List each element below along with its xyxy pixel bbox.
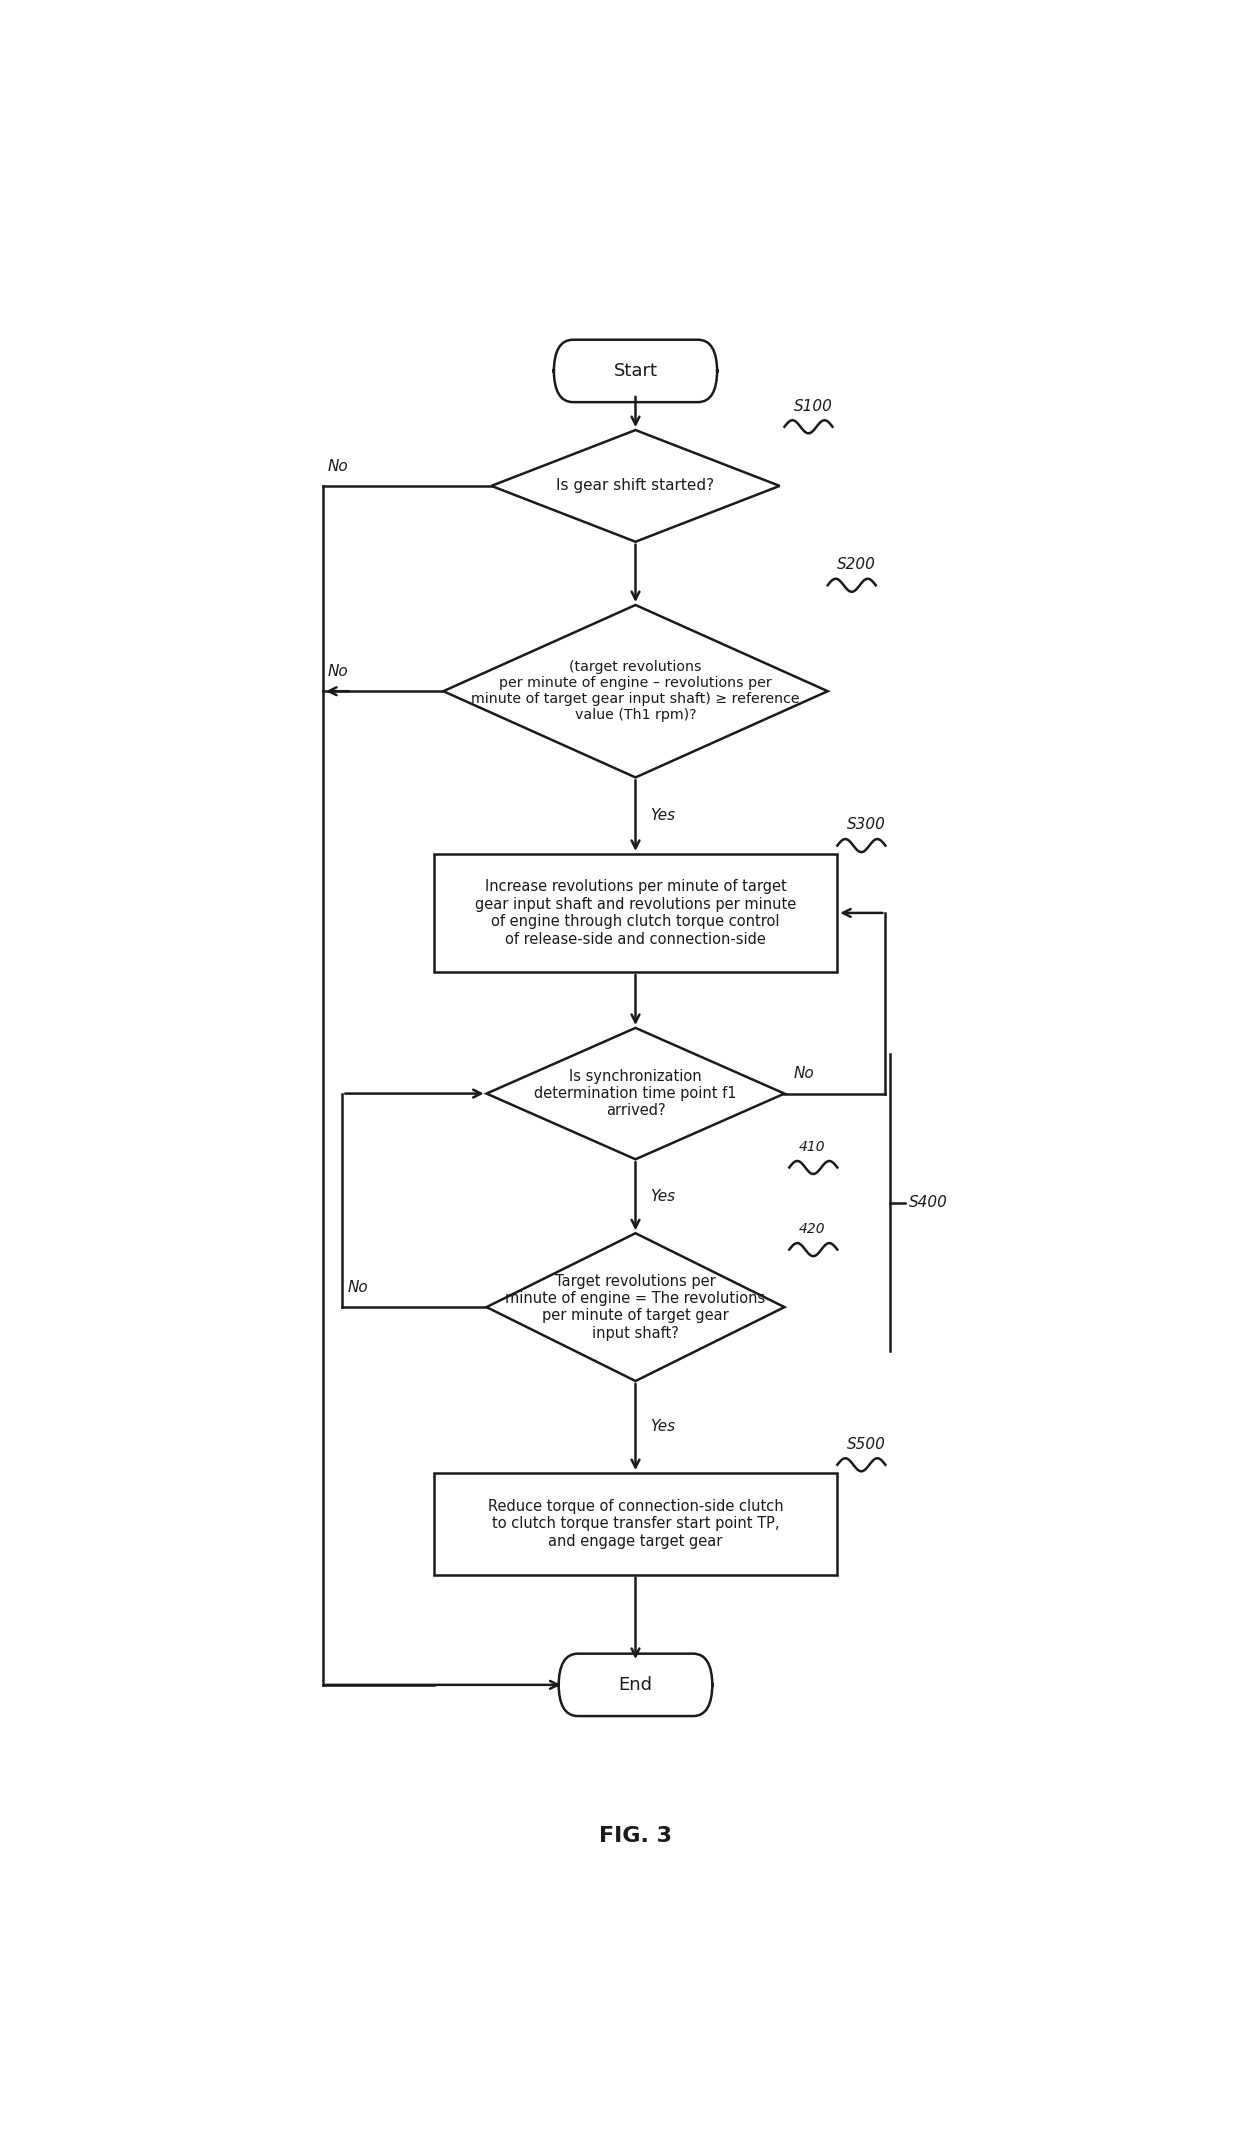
Text: No: No — [794, 1066, 815, 1081]
Polygon shape — [486, 1233, 785, 1380]
Bar — [434, 1474, 837, 1574]
Text: No: No — [327, 459, 348, 474]
Text: Is synchronization
determination time point f1
arrived?: Is synchronization determination time po… — [534, 1069, 737, 1118]
Text: S300: S300 — [847, 817, 885, 832]
Text: No: No — [347, 1280, 368, 1295]
Text: Yes: Yes — [650, 1418, 675, 1436]
Text: Target revolutions per
minute of engine = The revolutions
per minute of target g: Target revolutions per minute of engine … — [506, 1273, 765, 1342]
Polygon shape — [486, 1028, 785, 1158]
Bar — [434, 853, 837, 973]
Text: (target revolutions
per minute of engine – revolutions per
minute of target gear: (target revolutions per minute of engine… — [471, 659, 800, 723]
Text: Start: Start — [614, 363, 657, 380]
Text: Yes: Yes — [650, 1188, 675, 1203]
Text: S400: S400 — [909, 1194, 949, 1209]
Text: S500: S500 — [847, 1438, 885, 1453]
FancyBboxPatch shape — [558, 1653, 712, 1717]
Text: 410: 410 — [799, 1141, 826, 1154]
Text: 420: 420 — [799, 1222, 826, 1237]
Text: FIG. 3: FIG. 3 — [599, 1826, 672, 1845]
Text: Is gear shift started?: Is gear shift started? — [557, 478, 714, 493]
Text: Increase revolutions per minute of target
gear input shaft and revolutions per m: Increase revolutions per minute of targe… — [475, 879, 796, 947]
Text: S200: S200 — [837, 557, 877, 572]
Polygon shape — [491, 431, 780, 542]
Text: Reduce torque of connection-side clutch
to clutch torque transfer start point TP: Reduce torque of connection-side clutch … — [487, 1499, 784, 1549]
Polygon shape — [444, 606, 828, 776]
Text: S100: S100 — [794, 399, 833, 414]
FancyBboxPatch shape — [554, 339, 717, 403]
Text: Yes: Yes — [650, 808, 675, 823]
Text: No: No — [327, 663, 348, 678]
Text: End: End — [619, 1677, 652, 1694]
